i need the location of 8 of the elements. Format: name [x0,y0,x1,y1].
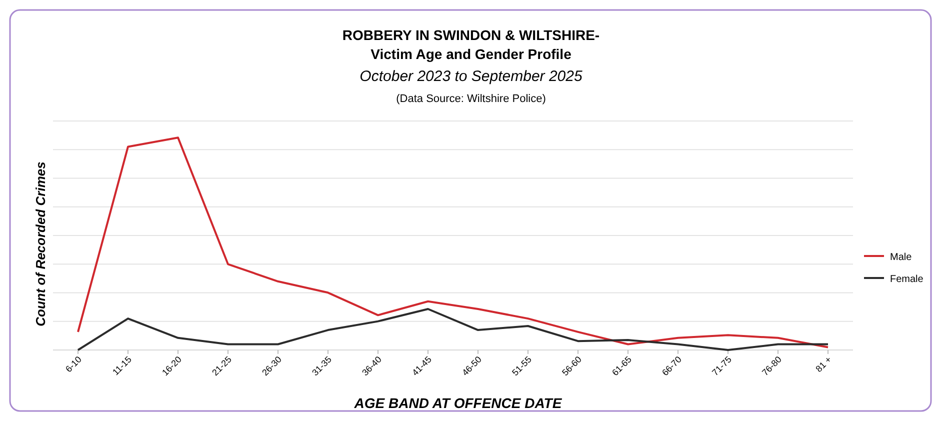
text: (Data Source: Wiltshire Police) [396,93,546,105]
x-axis-title: AGE BAND AT OFFENCE DATE [353,395,562,411]
legend-label: Female [890,274,924,285]
x-tick-label: 81 + [814,354,834,374]
legend-label: Male [890,252,912,263]
chart-title: ROBBERY IN SWINDON & WILTSHIRE- Victim Age and Gender Profile [342,27,600,62]
y-axis-title: Count of Recorded Crimes [33,162,48,326]
chart-subtitle: October 2023 to September 2025 [360,68,583,85]
